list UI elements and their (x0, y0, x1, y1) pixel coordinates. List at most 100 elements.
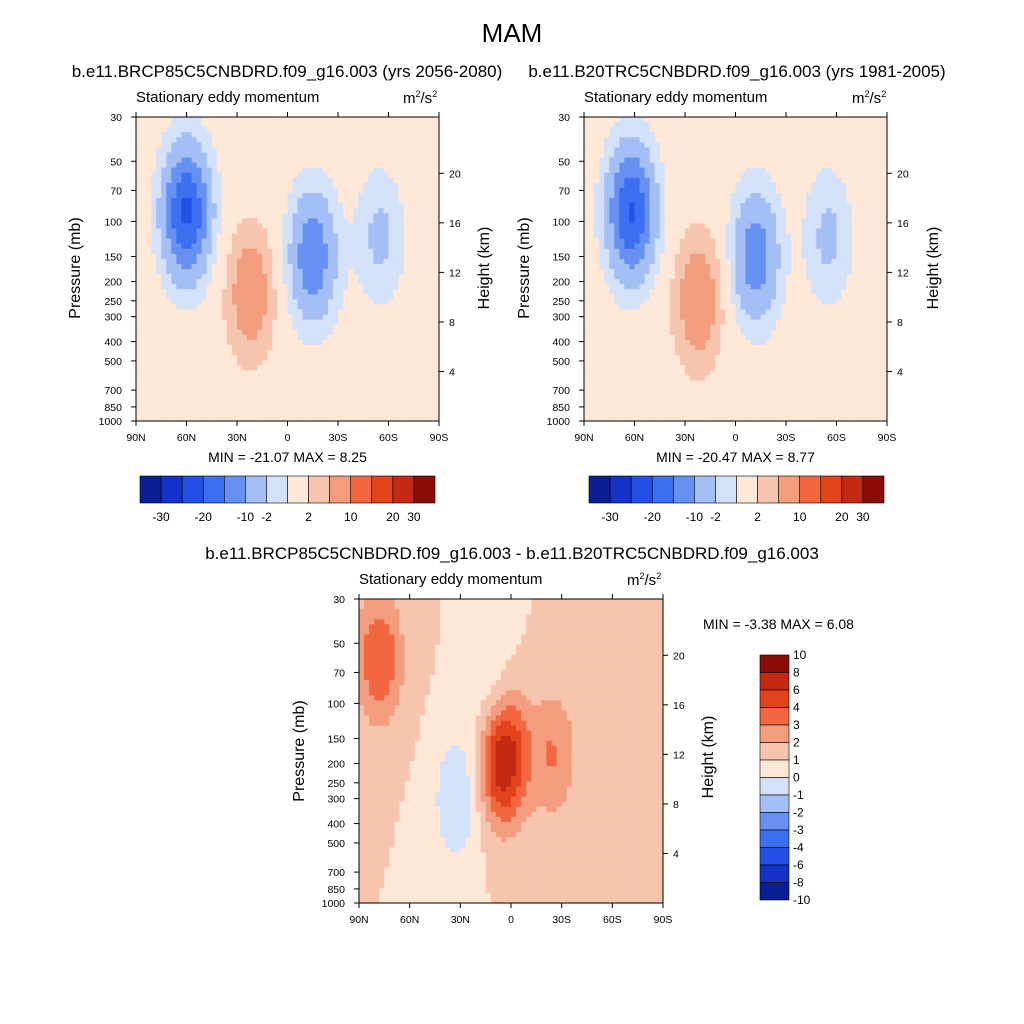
contour-cell (166, 355, 172, 361)
contour-cell (257, 238, 263, 245)
contour-cell (398, 289, 405, 295)
contour-cell (428, 329, 435, 336)
contour-cell (307, 198, 314, 204)
contour-cell (302, 400, 309, 407)
contour-cell (216, 284, 223, 290)
contour-cell (604, 172, 610, 179)
contour-cell (398, 208, 405, 214)
contour-cell (262, 177, 268, 184)
contour-cell (649, 137, 656, 143)
contour-cell (403, 405, 410, 412)
contour-cell (257, 137, 263, 143)
contour-cell (609, 263, 615, 270)
contour-cell (282, 263, 289, 270)
contour-cell (332, 400, 339, 407)
contour-cell (413, 162, 420, 169)
contour-cell (679, 117, 686, 123)
contour-cell (226, 122, 233, 128)
contour-cell (292, 299, 299, 306)
contour-cell (312, 350, 319, 356)
contour-cell (594, 172, 600, 179)
contour-cell (211, 253, 218, 260)
contour-cell (252, 400, 258, 407)
contour-cell (221, 137, 228, 143)
contour-cell (644, 334, 651, 341)
contour-cell (317, 274, 324, 280)
contour-cell (332, 263, 339, 270)
contour-cell (297, 263, 304, 270)
contour-cell (685, 309, 691, 316)
contour-cell (277, 390, 284, 397)
contour-cell (664, 223, 671, 230)
contour-cell (428, 182, 435, 189)
contour-cell (639, 248, 646, 255)
contour-cell (413, 294, 420, 300)
contour-cell (639, 380, 646, 387)
contour-cell (393, 233, 400, 240)
contour-cell (312, 405, 319, 412)
contour-cell (388, 360, 395, 366)
contour-cell (674, 395, 681, 402)
contour-cell (252, 167, 258, 174)
contour-cell (368, 193, 374, 199)
contour-cell (171, 157, 177, 164)
contour-cell (332, 248, 339, 255)
contour-cell (343, 289, 349, 295)
contour-cell (307, 228, 314, 235)
contour-cell (619, 142, 625, 148)
contour-cell (332, 380, 339, 387)
contour-cell (302, 324, 309, 331)
contour-cell (669, 395, 676, 402)
contour-cell (282, 228, 289, 235)
contour-cell (388, 350, 395, 356)
contour-cell (594, 415, 600, 422)
contour-cell (664, 147, 671, 154)
contour-cell (312, 172, 319, 179)
contour-cell (594, 400, 600, 407)
contour-cell (216, 314, 223, 321)
contour-cell (423, 350, 430, 356)
contour-cell (403, 279, 410, 285)
contour-cell (664, 329, 671, 336)
contour-cell (594, 360, 600, 366)
contour-cell (322, 279, 329, 285)
contour-cell (231, 117, 238, 123)
contour-cell (619, 127, 625, 133)
contour-cell (373, 415, 379, 422)
contour-cell (358, 274, 364, 280)
contour-cell (176, 147, 183, 154)
contour-cell (206, 223, 213, 230)
contour-cell (619, 243, 625, 250)
contour-cell (186, 122, 193, 128)
contour-cell (141, 223, 147, 230)
contour-cell (317, 132, 324, 138)
contour-cell (282, 350, 289, 356)
contour-cell (659, 157, 666, 164)
contour-cell (136, 329, 142, 336)
contour-cell (292, 385, 299, 392)
contour-cell (629, 345, 636, 351)
contour-cell (398, 248, 405, 255)
contour-cell (433, 187, 440, 194)
contour-cell (262, 309, 268, 316)
contour-cell (664, 350, 671, 356)
contour-cell (272, 198, 278, 204)
contour-cell (373, 167, 379, 174)
contour-cell (433, 147, 440, 154)
contour-cell (644, 223, 651, 230)
contour-cell (433, 375, 440, 382)
contour-cell (348, 203, 354, 209)
contour-cell (297, 375, 304, 382)
contour-cell (348, 218, 354, 224)
contour-cell (206, 395, 213, 402)
contour-cell (206, 360, 213, 366)
contour-cell (373, 390, 379, 397)
contour-cell (353, 203, 359, 209)
contour-cell (428, 167, 435, 174)
panel1-stats: MIN = -21.07 MAX = 8.25 (208, 449, 367, 465)
contour-cell (423, 309, 430, 316)
contour-cell (624, 309, 631, 316)
contour-cell (634, 182, 641, 189)
contour-cell (307, 360, 314, 366)
contour-cell (358, 289, 364, 295)
